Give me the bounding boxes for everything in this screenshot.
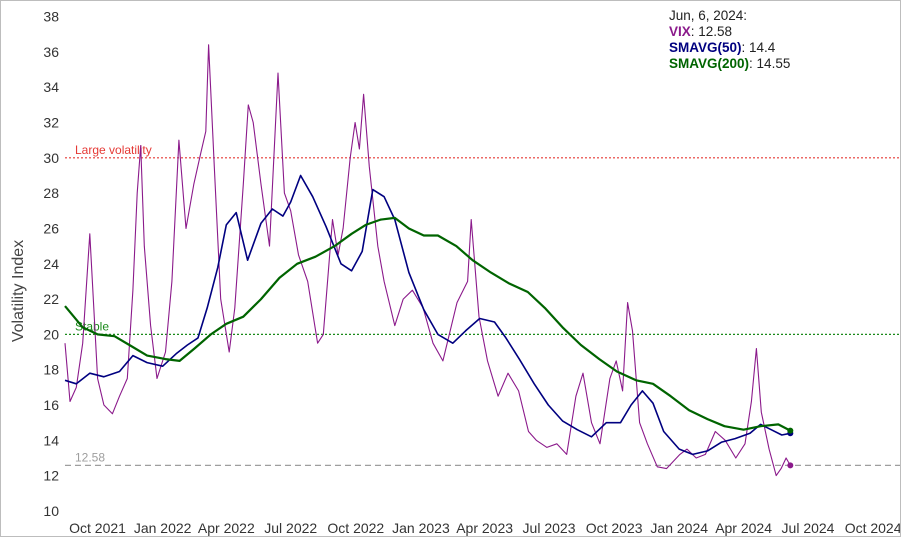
x-tick-label: Oct 2022	[327, 520, 384, 536]
vix-end-point	[787, 462, 794, 469]
y-tick-label: 20	[43, 326, 59, 342]
x-tick-label: Jul 2022	[264, 520, 317, 536]
y-tick-label: 24	[43, 256, 59, 272]
y-tick-label: 18	[43, 362, 59, 378]
x-tick-label: Jul 2024	[782, 520, 835, 536]
y-tick-label: 34	[43, 79, 59, 95]
x-tick-label: Apr 2022	[198, 520, 255, 536]
legend-header: Jun, 6, 2024:	[669, 8, 748, 23]
y-tick-label: 30	[43, 150, 59, 166]
smavg200-end-point	[787, 427, 794, 434]
legend-item-smavg200-value: 14.55	[756, 56, 791, 71]
legend-item-smavg200: SMAVG(200): 14.55	[669, 56, 791, 71]
legend-item-vix-name: VIX	[669, 24, 691, 39]
y-tick-label: 14	[43, 432, 59, 448]
vix-series-line	[64, 44, 791, 477]
legend-item-smavg50-name: SMAVG(50)	[669, 40, 742, 55]
smavg50-series-line	[64, 174, 791, 456]
end-markers	[787, 427, 794, 469]
current-value-line-label: 12.58	[75, 450, 105, 464]
x-tick-label: Oct 2024	[845, 520, 900, 536]
legend-item-vix: VIX: 12.58	[669, 24, 733, 39]
legend-item-smavg200-name: SMAVG(200)	[669, 56, 750, 71]
legend: Jun, 6, 2024: VIX: 12.58 SMAVG(50): 14.4…	[669, 8, 790, 72]
series-lines	[64, 44, 791, 477]
y-tick-label: 16	[43, 397, 59, 413]
y-axis-ticks: 10 12 14 16 18 20 22 24 26 28 30 32 34 36 38	[43, 9, 59, 519]
x-tick-label: Jan 2022	[134, 520, 192, 536]
large-volatility-line-label: Large volatility	[75, 143, 152, 157]
x-tick-label: Apr 2024	[715, 520, 772, 536]
smavg200-series-line	[64, 216, 791, 432]
x-tick-label: Jan 2024	[650, 520, 708, 536]
legend-item-smavg50-value: 14.4	[749, 40, 776, 55]
y-tick-label: 38	[43, 9, 59, 25]
x-tick-label: Oct 2021	[69, 520, 126, 536]
y-tick-label: 22	[43, 291, 59, 307]
y-tick-label: 36	[43, 44, 59, 60]
x-tick-label: Oct 2023	[586, 520, 643, 536]
y-tick-label: 26	[43, 220, 59, 236]
x-tick-label: Apr 2023	[456, 520, 513, 536]
x-axis-ticks: Oct 2021 Jan 2022 Apr 2022 Jul 2022 Oct 2022…	[69, 520, 900, 536]
legend-item-smavg50: SMAVG(50): 14.4	[669, 40, 776, 55]
x-tick-label: Jul 2023	[523, 520, 576, 536]
y-tick-label: 10	[43, 503, 59, 519]
legend-item-vix-value: 12.58	[698, 24, 733, 39]
y-tick-label: 28	[43, 185, 59, 201]
y-tick-label: 12	[43, 468, 59, 484]
y-axis-label: Volatility Index	[10, 240, 27, 342]
y-tick-label: 32	[43, 115, 59, 131]
x-tick-label: Jan 2023	[392, 520, 450, 536]
